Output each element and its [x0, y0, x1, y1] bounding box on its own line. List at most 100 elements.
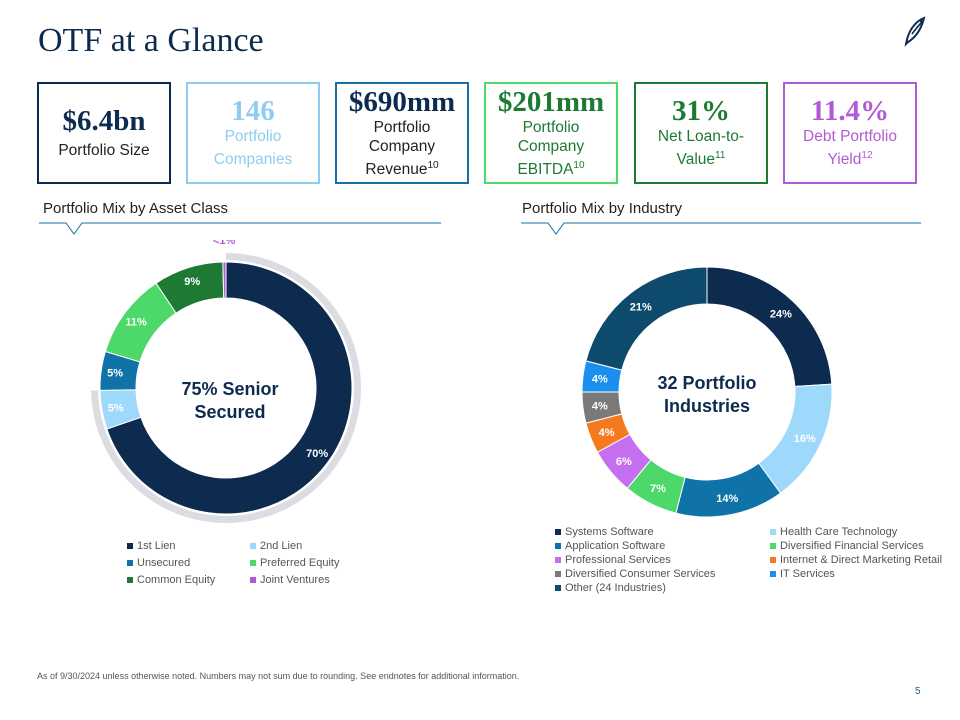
asset-class-title: Portfolio Mix by Asset Class — [43, 200, 229, 217]
slice-data-label: 7% — [650, 483, 666, 495]
legend-swatch — [555, 543, 561, 549]
legend-item: IT Services — [770, 568, 835, 580]
legend-label: Other (24 Industries) — [565, 582, 666, 594]
legend-swatch — [127, 577, 133, 583]
slice-data-label: 21% — [630, 302, 652, 314]
kpi-label-text: Debt Portfolio Yield — [803, 128, 897, 169]
industry-center-label: 32 Portfolio Industries — [657, 373, 757, 416]
legend-label: Systems Software — [565, 526, 654, 538]
donut-slice-1 — [706, 266, 833, 388]
kpi-label: Net Loan-to-Value11 — [646, 127, 756, 169]
legend-swatch — [770, 543, 776, 549]
legend-swatch — [555, 571, 561, 577]
donut-slice-9 — [585, 266, 708, 371]
legend-label: Application Software — [565, 540, 666, 552]
legend-swatch — [250, 577, 256, 583]
legend-item: Common Equity — [127, 574, 215, 586]
kpi-box: 146 Portfolio Companies — [186, 82, 320, 184]
legend-label: Diversified Consumer Services — [565, 568, 716, 580]
legend-label: Professional Services — [565, 554, 671, 566]
industry-donut-chart: 24% 16% 14% 7% 6% 4% 4% 4% 21% — [581, 266, 833, 518]
legend-swatch — [555, 529, 561, 535]
asset-class-center-label: 75% Senior Secured — [181, 379, 279, 422]
slice-data-label: 70% — [306, 448, 328, 460]
donut-slice-6 — [222, 261, 227, 299]
legend-label: Internet & Direct Marketing Retail — [780, 554, 943, 566]
kpi-label: Portfolio Company EBITDA10 — [501, 118, 601, 179]
slice-data-label: 5% — [107, 368, 123, 380]
kpi-footnote-ref: 10 — [573, 159, 585, 171]
legend-label: 1st Lien — [137, 540, 176, 552]
kpi-box: $201mm Portfolio Company EBITDA10 — [484, 82, 618, 184]
asset-class-legend: 1st Lien 2nd Lien Unsecured Preferred Equit… — [127, 540, 387, 600]
legend-label: Health Care Technology — [780, 526, 898, 538]
legend-item: Professional Services — [555, 554, 671, 566]
legend-swatch — [250, 543, 256, 549]
slice-data-label: 4% — [592, 401, 608, 413]
slice-data-label: 4% — [599, 427, 615, 439]
kpi-label: Debt Portfolio Yield12 — [795, 127, 905, 169]
slice-data-label: 24% — [770, 308, 792, 320]
kpi-value: 11.4% — [810, 95, 890, 128]
kpi-label-text: Portfolio Size — [58, 142, 150, 160]
kpi-footnote-ref: 11 — [715, 150, 726, 162]
legend-label: Common Equity — [137, 574, 216, 586]
asset-class-donut-chart: 70% 5% 5% 11% 9% <1% — [91, 240, 361, 523]
kpi-footnote-ref: 12 — [861, 150, 873, 162]
kpi-box: 11.4% Debt Portfolio Yield12 — [783, 82, 917, 184]
legend-item: 1st Lien — [127, 540, 176, 552]
legend-item: Diversified Financial Services — [770, 540, 924, 552]
footnote: As of 9/30/2024 unless otherwise noted. … — [37, 671, 520, 681]
page-title: OTF at a Glance — [38, 22, 264, 59]
legend-swatch — [127, 560, 133, 566]
legend-item: Diversified Consumer Services — [555, 568, 715, 580]
legend-swatch — [555, 557, 561, 563]
donut-slice-1 — [106, 261, 353, 515]
industry-divider — [521, 222, 921, 235]
legend-label: Unsecured — [137, 557, 191, 569]
slice-data-label: 9% — [184, 276, 200, 288]
legend-item: Other (24 Industries) — [555, 582, 666, 594]
legend-item: Unsecured — [127, 557, 190, 569]
slice-data-label: <1% — [213, 240, 236, 247]
kpi-label: Portfolio Size — [58, 137, 149, 160]
legend-swatch — [770, 571, 776, 577]
page-number: 5 — [915, 686, 921, 697]
legend-label: IT Services — [780, 568, 835, 580]
legend-label: 2nd Lien — [260, 540, 303, 552]
kpi-label: Portfolio Company Revenue10 — [352, 118, 452, 179]
kpi-footnote-ref: 10 — [427, 159, 439, 171]
industry-legend: Systems Software Health Care Technology Ap… — [555, 526, 955, 606]
slice-data-label: 16% — [794, 433, 816, 445]
kpi-value: 31% — [672, 95, 730, 128]
legend-swatch — [250, 560, 256, 566]
slice-data-label: 5% — [108, 403, 124, 415]
kpi-value: $690mm — [348, 85, 456, 118]
legend-item: Systems Software — [555, 526, 654, 538]
kpi-value: $201mm — [497, 85, 605, 118]
slice-data-label: 4% — [592, 373, 608, 385]
kpi-label: Portfolio Companies — [203, 127, 303, 169]
kpi-box: 31% Net Loan-to-Value11 — [634, 82, 768, 184]
legend-item: Preferred Equity — [250, 557, 339, 569]
legend-item: 2nd Lien — [250, 540, 302, 552]
legend-item: Joint Ventures — [250, 574, 330, 586]
donut-slice-3 — [675, 462, 782, 518]
legend-swatch — [127, 543, 133, 549]
slice-data-label: 6% — [616, 456, 632, 468]
kpi-label-text: Portfolio Companies — [213, 128, 293, 169]
kpi-value: $6.4bn — [62, 104, 146, 137]
industry-title: Portfolio Mix by Industry — [522, 200, 683, 217]
kpi-label-text: Portfolio Company EBITDA — [517, 118, 585, 179]
kpi-value: 146 — [231, 95, 275, 128]
kpi-label-text: Portfolio Company Revenue — [365, 118, 436, 179]
legend-label: Joint Ventures — [260, 574, 330, 586]
legend-swatch — [555, 585, 561, 591]
legend-swatch — [770, 529, 776, 535]
bird-logo-icon — [904, 16, 926, 47]
slice-data-label: 11% — [125, 316, 147, 328]
legend-swatch — [770, 557, 776, 563]
legend-label: Preferred Equity — [260, 557, 340, 569]
asset-class-divider — [39, 222, 441, 235]
kpi-box: $6.4bn Portfolio Size — [37, 82, 171, 184]
